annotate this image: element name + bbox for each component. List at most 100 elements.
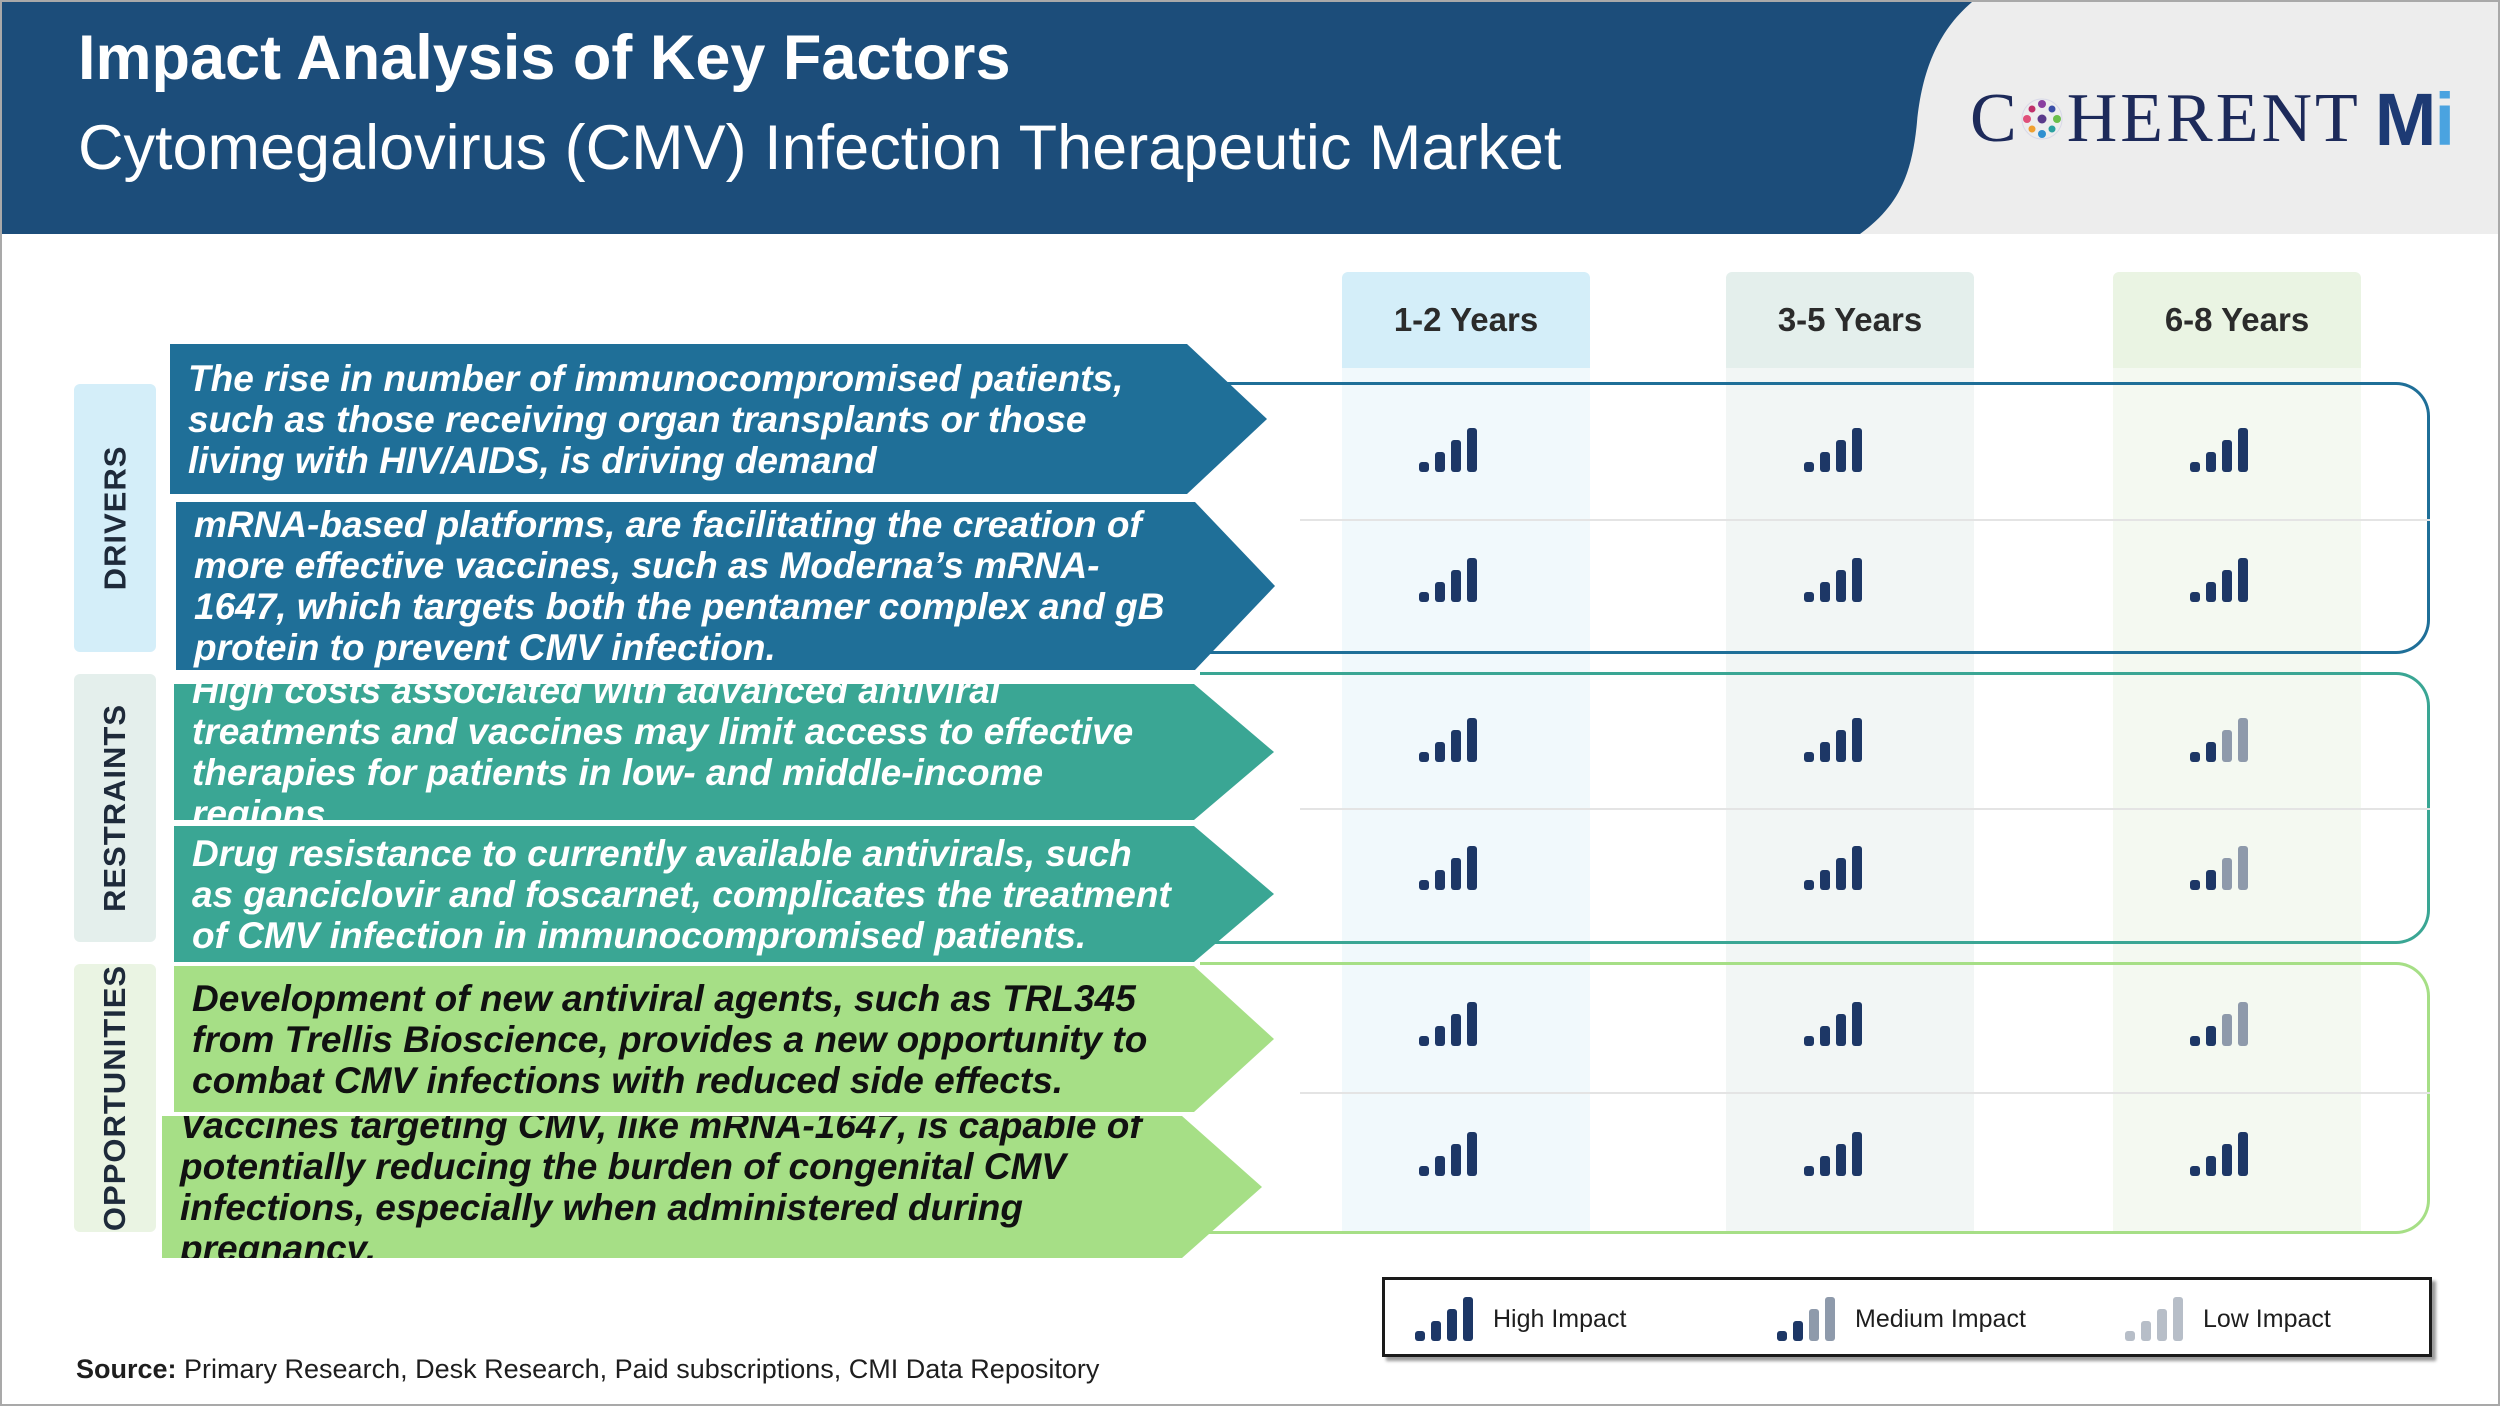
impact-bar: [1836, 1014, 1846, 1046]
impact-bar: [1836, 730, 1846, 762]
impact-high-icon: [1419, 718, 1491, 762]
impact-bar: [1777, 1331, 1787, 1341]
logo-text-c: C: [1970, 80, 2017, 157]
impact-high-icon: [1419, 846, 1491, 890]
opportunities-label-text: OPPORTUNITIES: [97, 964, 133, 1232]
impact-bar: [1467, 1002, 1477, 1046]
impact-bar: [1852, 718, 1862, 762]
impact-high-icon: [2190, 1132, 2262, 1176]
impact-bar: [2125, 1331, 2135, 1341]
impact-bar: [2222, 858, 2232, 890]
restraints-label: RESTRAINTS: [74, 674, 156, 942]
impact-bar: [1836, 858, 1846, 890]
statement-text: mRNA-based platforms, are facilitating t…: [194, 504, 1165, 668]
impact-bar: [2222, 570, 2232, 602]
opportunities-group-outline: [1200, 962, 2430, 1234]
impact-bar: [2206, 1026, 2216, 1046]
impact-bar: [2206, 1156, 2216, 1176]
impact-bar: [2190, 462, 2200, 472]
medium-impact-icon: [1777, 1297, 1847, 1341]
impact-bar: [1419, 880, 1429, 890]
impact-bar: [2157, 1309, 2167, 1341]
statement-text: High costs associated with advanced anti…: [192, 670, 1134, 834]
impact-bar: [2190, 1036, 2200, 1046]
legend-low-label: Low Impact: [2203, 1304, 2331, 1333]
impact-bar: [1804, 752, 1814, 762]
impact-bar: [1820, 742, 1830, 762]
impact-bar: [2173, 1297, 2183, 1341]
impact-bar: [1836, 1144, 1846, 1176]
impact-bar: [1431, 1321, 1441, 1341]
impact-bar: [1451, 1014, 1461, 1046]
statement-text: Vaccines targeting CMV, like mRNA-1647, …: [180, 1105, 1142, 1269]
impact-bar: [1419, 462, 1429, 472]
impact-bar: [1809, 1309, 1819, 1341]
restraint-statement-1: High costs associated with advanced anti…: [174, 684, 1274, 820]
opportunities-label: OPPORTUNITIES: [74, 964, 156, 1232]
impact-bar: [1820, 1156, 1830, 1176]
impact-bar: [2238, 846, 2248, 890]
impact-bar: [1451, 570, 1461, 602]
source-label: Source:: [76, 1354, 177, 1384]
impact-bar: [1435, 1026, 1445, 1046]
impact-bar: [2206, 582, 2216, 602]
drivers-label: DRIVERS: [74, 384, 156, 652]
source-text: Primary Research, Desk Research, Paid su…: [176, 1354, 1100, 1384]
column-bg-3: [2113, 368, 2361, 1232]
impact-bar: [1419, 1166, 1429, 1176]
impact-bar: [1804, 1166, 1814, 1176]
impact-high-icon: [1804, 558, 1876, 602]
drivers-group-outline: [1200, 382, 2430, 654]
impact-bar: [2222, 1144, 2232, 1176]
impact-bar: [1419, 752, 1429, 762]
legend: High Impact Medium Impact Low Impact: [1382, 1277, 2432, 1357]
impact-high-icon: [1804, 846, 1876, 890]
row-divider: [1300, 1092, 2430, 1094]
legend-low: Low Impact: [2125, 1294, 2331, 1344]
impact-bar: [1463, 1297, 1473, 1341]
page-title: Impact Analysis of Key Factors: [78, 23, 1011, 93]
high-impact-icon: [1415, 1297, 1485, 1341]
impact-bar: [1435, 452, 1445, 472]
impact-bar: [1852, 558, 1862, 602]
legend-medium: Medium Impact: [1777, 1294, 2026, 1344]
impact-bar: [1820, 870, 1830, 890]
column-header-6-8-years: 6-8 Years: [2113, 272, 2361, 368]
opportunity-statement-2: Vaccines targeting CMV, like mRNA-1647, …: [162, 1116, 1262, 1258]
header-band: [2, 2, 1972, 234]
impact-bar: [1419, 592, 1429, 602]
column-bg-1: [1342, 368, 1590, 1232]
row-divider: [1300, 519, 2430, 521]
impact-bar: [1852, 846, 1862, 890]
impact-bar: [1435, 582, 1445, 602]
impact-high-icon: [1804, 718, 1876, 762]
impact-medium-icon: [2190, 1002, 2262, 1046]
impact-bar: [2141, 1321, 2151, 1341]
drivers-label-text: DRIVERS: [97, 445, 132, 591]
opportunity-statement-1: Development of new antiviral agents, suc…: [174, 966, 1274, 1112]
impact-bar: [1820, 1026, 1830, 1046]
header: Impact Analysis of Key Factors Cytomegal…: [2, 2, 2498, 234]
impact-high-icon: [1419, 1002, 1491, 1046]
coherent-mi-logo: C HERENT Mi: [1970, 74, 2455, 164]
impact-bar: [1435, 1156, 1445, 1176]
impact-high-icon: [1419, 558, 1491, 602]
impact-bar: [1836, 570, 1846, 602]
impact-bar: [1419, 1036, 1429, 1046]
impact-bar: [2222, 1014, 2232, 1046]
impact-bar: [1467, 718, 1477, 762]
logo-text-mi: Mi: [2375, 77, 2455, 162]
page-subtitle: Cytomegalovirus (CMV) Infection Therapeu…: [78, 113, 1562, 183]
statement-text: Drug resistance to currently available a…: [192, 832, 1171, 956]
driver-statement-1: The rise in number of immunocompromised …: [170, 344, 1267, 494]
impact-high-icon: [1804, 428, 1876, 472]
impact-bar: [2190, 592, 2200, 602]
logo-text-i: i: [2434, 77, 2455, 161]
logo-globe-icon: [2021, 98, 2063, 140]
impact-bar: [1447, 1309, 1457, 1341]
impact-bar: [2206, 870, 2216, 890]
restraints-label-text: RESTRAINTS: [97, 703, 133, 913]
statement-text: Development of new antiviral agents, suc…: [192, 977, 1148, 1101]
impact-bar: [1451, 440, 1461, 472]
